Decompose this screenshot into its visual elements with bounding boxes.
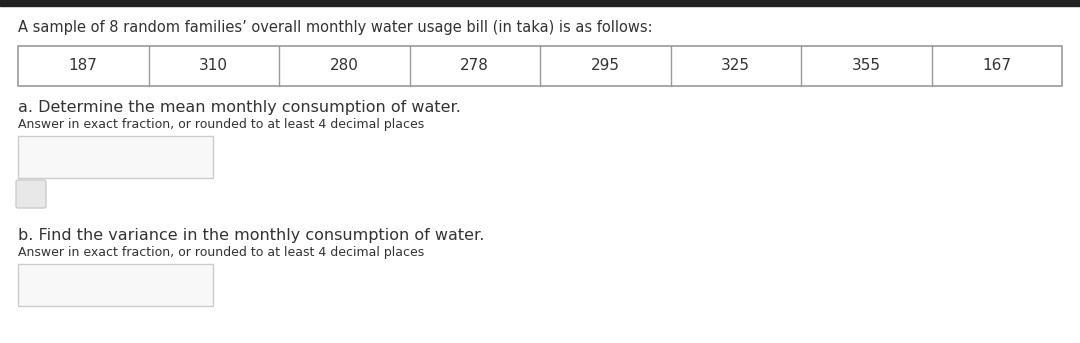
- Text: a. Determine the mean monthly consumption of water.: a. Determine the mean monthly consumptio…: [18, 100, 461, 115]
- Text: Answer in exact fraction, or rounded to at least 4 decimal places: Answer in exact fraction, or rounded to …: [18, 118, 424, 131]
- Bar: [0, 0, 1080, 6]
- Text: 167: 167: [982, 59, 1011, 73]
- Bar: [18, 46, 1062, 86]
- Text: Answer in exact fraction, or rounded to at least 4 decimal places: Answer in exact fraction, or rounded to …: [18, 246, 424, 259]
- Bar: [18, 264, 213, 306]
- FancyBboxPatch shape: [16, 180, 46, 208]
- Text: A sample of 8 random families’ overall monthly water usage bill (in taka) is as : A sample of 8 random families’ overall m…: [18, 20, 652, 35]
- Text: 310: 310: [199, 59, 228, 73]
- Text: 278: 278: [460, 59, 489, 73]
- Text: 325: 325: [721, 59, 751, 73]
- Bar: [18, 136, 213, 178]
- Text: b. Find the variance in the monthly consumption of water.: b. Find the variance in the monthly cons…: [18, 228, 484, 243]
- Text: 295: 295: [591, 59, 620, 73]
- Text: 187: 187: [69, 59, 97, 73]
- Text: 355: 355: [852, 59, 881, 73]
- Text: 280: 280: [329, 59, 359, 73]
